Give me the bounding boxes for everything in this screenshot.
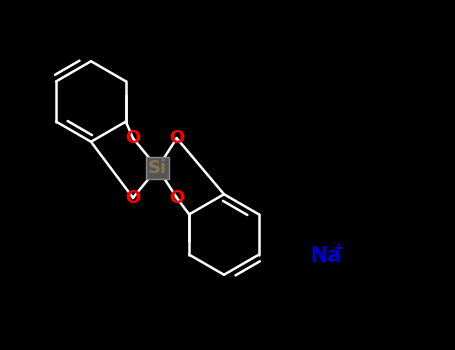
Text: Si: Si	[148, 159, 167, 177]
Text: O: O	[126, 129, 141, 147]
Text: +: +	[333, 241, 344, 255]
Text: O: O	[126, 189, 141, 207]
Text: O: O	[169, 189, 184, 207]
Text: Na: Na	[310, 245, 341, 266]
FancyBboxPatch shape	[147, 157, 169, 179]
Text: O: O	[169, 129, 184, 147]
